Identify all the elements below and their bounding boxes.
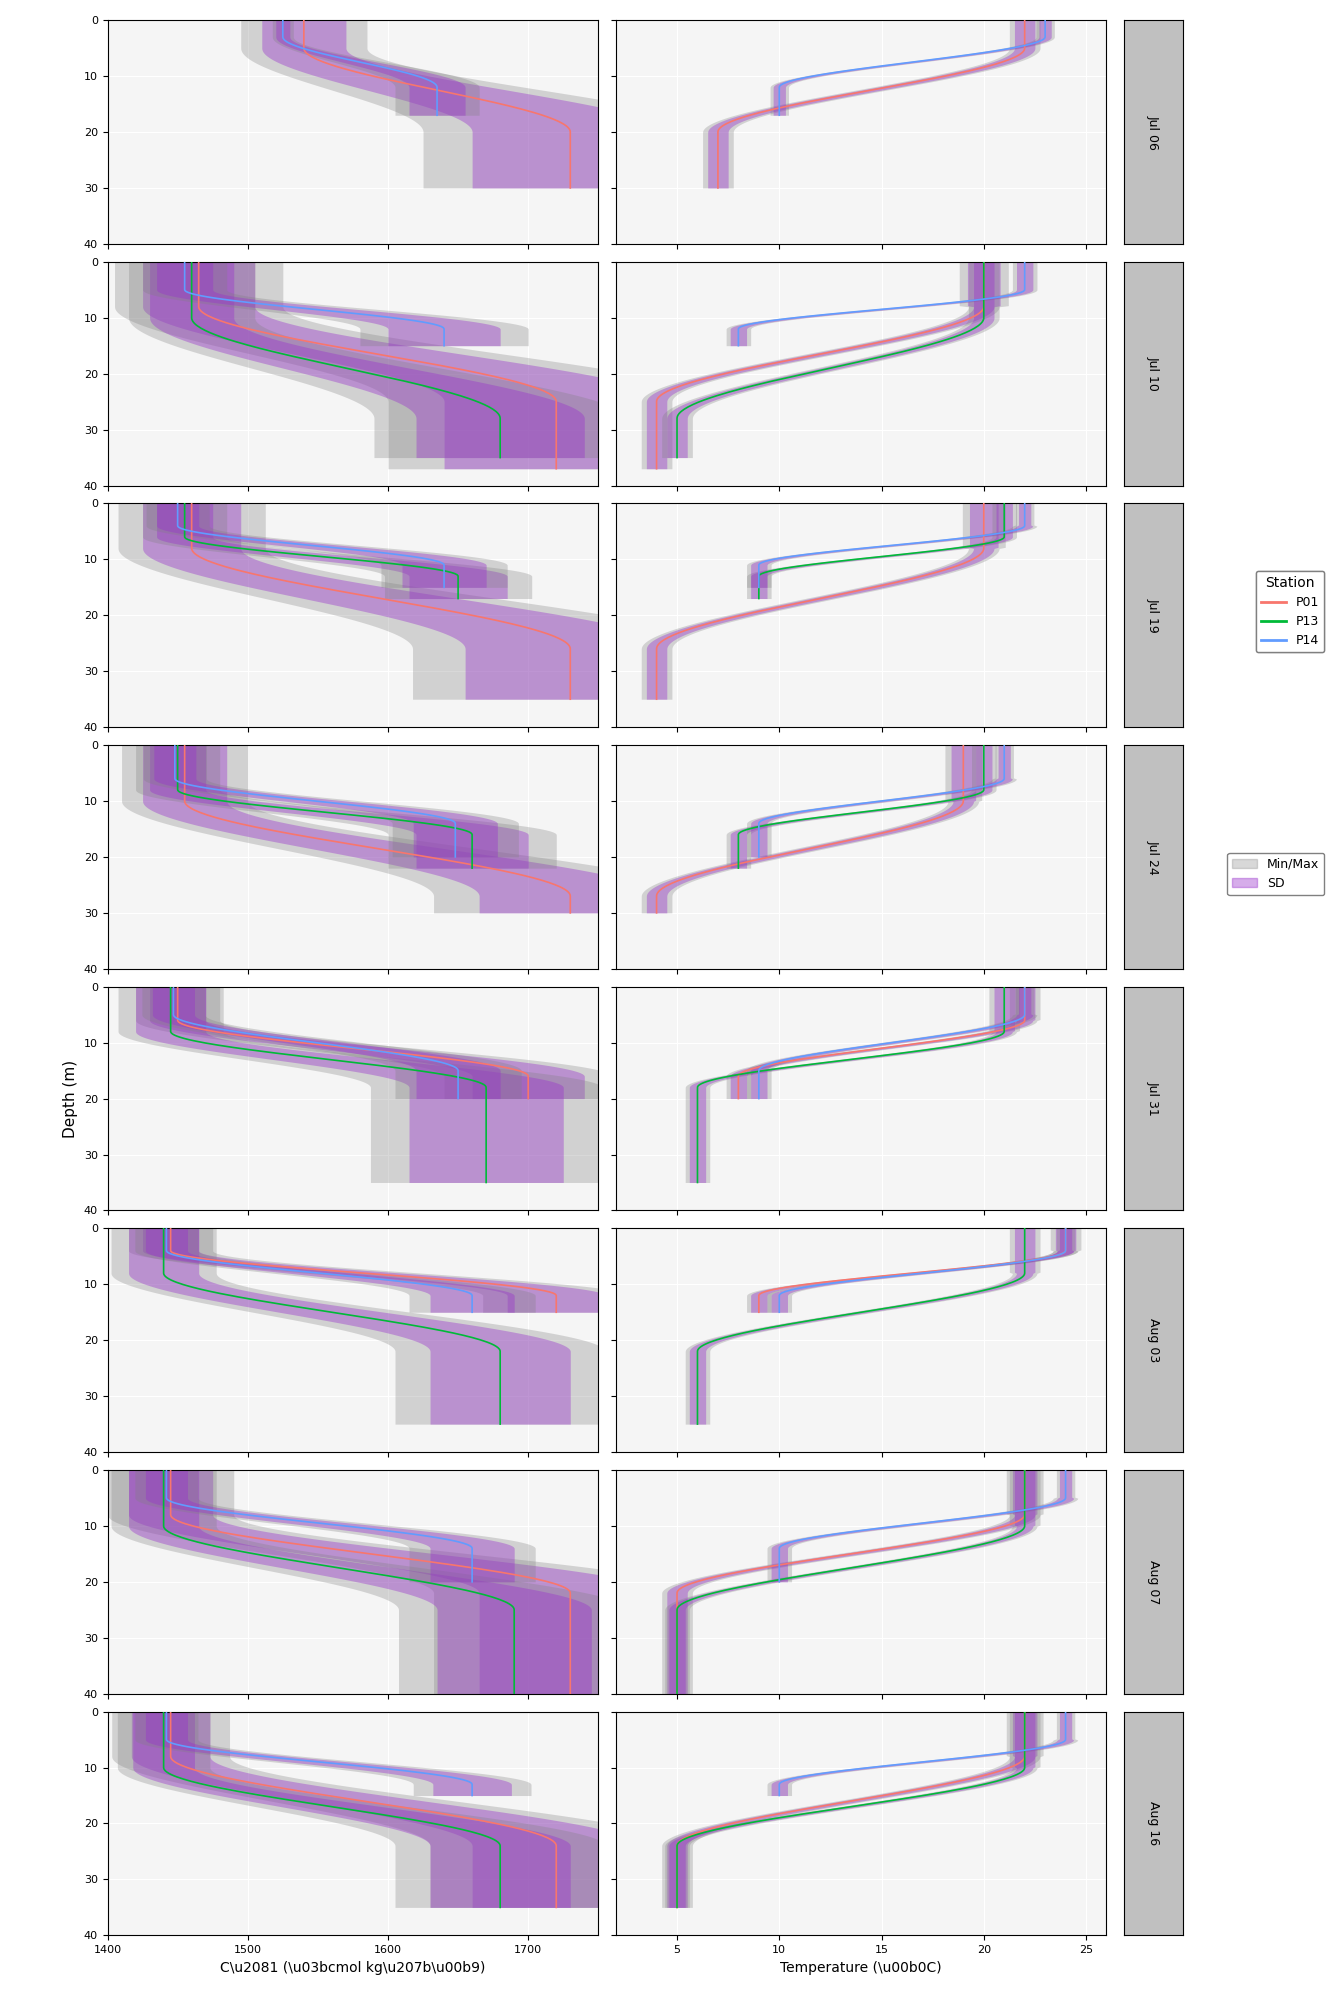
Text: Aug 16: Aug 16 <box>1146 1802 1160 1845</box>
Text: Jul 24: Jul 24 <box>1146 839 1160 875</box>
Text: Jul 19: Jul 19 <box>1146 599 1160 633</box>
X-axis label: Temperature (\u00b0C): Temperature (\u00b0C) <box>781 1962 942 1974</box>
Text: Jul 06: Jul 06 <box>1146 115 1160 149</box>
Text: Jul 10: Jul 10 <box>1146 357 1160 391</box>
Text: Aug 03: Aug 03 <box>1146 1318 1160 1363</box>
Legend: Min/Max, SD: Min/Max, SD <box>1227 853 1324 895</box>
X-axis label: C\u2081 (\u03bcmol kg\u207b\u00b9): C\u2081 (\u03bcmol kg\u207b\u00b9) <box>220 1962 485 1974</box>
Text: Aug 07: Aug 07 <box>1146 1560 1160 1605</box>
Text: Jul 31: Jul 31 <box>1146 1081 1160 1117</box>
Y-axis label: Depth (m): Depth (m) <box>63 1060 78 1137</box>
Legend: P01, P13, P14: P01, P13, P14 <box>1255 571 1324 653</box>
